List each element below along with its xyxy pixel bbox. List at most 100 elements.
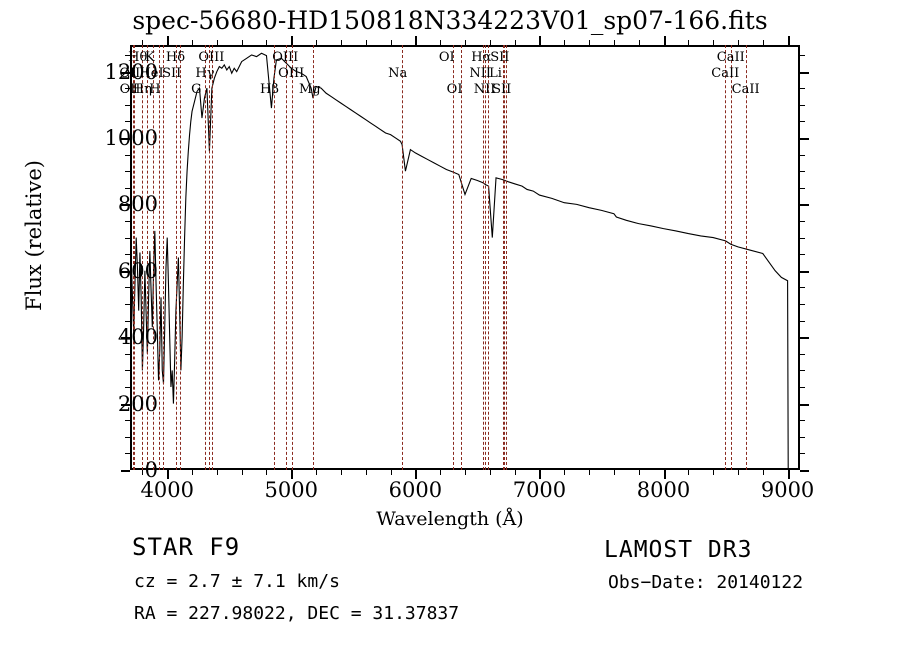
x-tick-major [663, 36, 666, 45]
x-tick-minor [613, 470, 615, 475]
line-marker-na [402, 45, 404, 470]
y-tick-major [800, 270, 809, 273]
x-tick-minor [192, 40, 194, 45]
y-tick-minor [125, 436, 130, 438]
x-tick-minor [465, 40, 466, 45]
x-tick-minor [489, 40, 491, 45]
x-tick-major [415, 36, 418, 45]
y-axis-title: Flux (relative) [22, 160, 46, 311]
line-marker-oiii [286, 45, 288, 470]
y-tick-label: 400 [117, 325, 158, 350]
line-label-oiii: OIII [198, 50, 225, 65]
x-tick-minor [316, 470, 318, 475]
y-tick-major [121, 403, 130, 406]
y-tick-minor [125, 88, 130, 90]
y-tick-minor [125, 104, 130, 106]
line-label-oii: OII [119, 82, 141, 97]
y-tick-minor [125, 303, 130, 305]
line-marker-caii [725, 45, 727, 470]
y-tick-minor [800, 220, 805, 222]
line-label-caii: CaII [731, 82, 760, 97]
line-label-hei: HeI [139, 66, 164, 81]
x-tick-major [415, 470, 418, 479]
x-tick-minor [440, 40, 442, 45]
y-tick-major [800, 403, 809, 406]
x-tick-minor [589, 40, 591, 45]
y-tick-minor [125, 386, 130, 388]
spectrum-plot [121, 36, 809, 479]
line-label-mg: Mg [299, 82, 321, 97]
x-tick-minor [737, 470, 739, 475]
line-marker-h [209, 45, 211, 470]
y-tick-minor [800, 254, 805, 256]
line-label-g: G [191, 82, 202, 97]
x-tick-minor [638, 40, 640, 45]
y-tick-minor [125, 254, 130, 256]
y-tick-minor [800, 171, 805, 173]
y-tick-minor [125, 54, 130, 56]
x-tick-major [787, 36, 790, 45]
line-marker-nii [487, 45, 489, 470]
line-marker-hei [153, 45, 155, 470]
y-tick-minor [800, 104, 805, 106]
y-tick-minor [800, 420, 805, 422]
y-tick-minor [125, 320, 130, 322]
y-tick-minor [125, 287, 130, 289]
x-tick-minor [489, 470, 491, 475]
y-tick-minor [125, 220, 130, 222]
x-tick-minor [340, 40, 342, 45]
object-class-text: STAR F9 [132, 533, 241, 561]
y-tick-minor [125, 370, 130, 372]
x-axis-title: Wavelength (Å) [376, 508, 524, 530]
y-tick-minor [800, 320, 805, 322]
x-tick-minor [340, 470, 342, 475]
x-tick-minor [365, 470, 367, 475]
y-tick-major [121, 270, 130, 273]
y-tick-minor [800, 353, 805, 355]
line-marker-mg [313, 45, 314, 470]
y-tick-major [800, 337, 809, 340]
line-marker-h [142, 45, 144, 470]
x-tick-minor [638, 470, 640, 475]
line-marker-h [274, 45, 276, 470]
x-tick-minor [737, 40, 739, 45]
line-label-caii: CaII [711, 66, 740, 81]
line-marker-h [146, 45, 148, 470]
x-tick-minor [142, 40, 144, 45]
y-tick-major [121, 71, 130, 74]
y-tick-minor [125, 420, 130, 422]
x-tick-major [539, 470, 542, 479]
line-marker-li [503, 45, 505, 470]
y-tick-major [800, 204, 809, 207]
y-tick-minor [800, 88, 805, 90]
line-label-h: Hδ [165, 50, 186, 65]
line-marker-h [163, 45, 165, 470]
y-tick-minor [800, 154, 805, 156]
line-marker-oiii [292, 45, 294, 470]
line-label-oi: OI [438, 50, 455, 65]
coordinates-text: RA = 227.98022, DEC = 31.37837 [134, 603, 460, 624]
x-tick-minor [613, 40, 615, 45]
y-tick-minor [800, 54, 805, 56]
redshift-velocity-text: cz = 2.7 ± 7.1 km/s [134, 571, 340, 592]
x-tick-major [663, 470, 666, 479]
x-tick-minor [688, 470, 690, 475]
line-label-oiii: OIII [272, 50, 299, 65]
line-label-h: Hγ [195, 66, 215, 81]
x-tick-major [291, 36, 294, 45]
x-tick-major [787, 470, 790, 479]
line-marker-oii [133, 45, 135, 470]
survey-name-text: LAMOST DR3 [604, 537, 753, 563]
x-tick-minor [316, 40, 318, 45]
line-marker-caii [730, 45, 732, 470]
y-tick-major [121, 337, 130, 340]
y-tick-minor [800, 303, 805, 305]
x-tick-minor [465, 470, 466, 475]
x-tick-minor [216, 470, 218, 475]
line-marker-sii [176, 45, 178, 470]
x-tick-minor [713, 40, 715, 45]
y-tick-minor [125, 353, 130, 355]
y-tick-label: 200 [117, 391, 158, 416]
page-title: spec-56680-HD150818N334223V01_sp07-166.f… [132, 6, 768, 35]
line-marker-sii [504, 45, 506, 470]
